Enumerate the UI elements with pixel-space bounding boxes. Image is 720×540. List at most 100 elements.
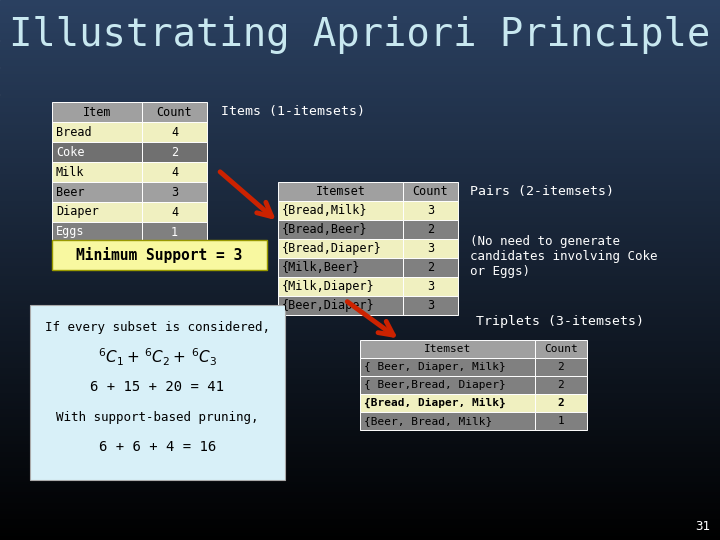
Text: {Milk,Diaper}: {Milk,Diaper} <box>282 280 374 293</box>
Bar <box>0 211 720 213</box>
Text: Minimum Support = 3: Minimum Support = 3 <box>76 247 243 263</box>
Bar <box>0 143 720 146</box>
Bar <box>142 102 207 122</box>
Bar <box>52 202 142 222</box>
Bar <box>0 278 720 281</box>
Bar <box>0 310 720 313</box>
Bar <box>0 532 720 535</box>
Bar <box>0 284 720 286</box>
Bar <box>0 429 720 432</box>
Bar <box>0 176 720 178</box>
Bar <box>0 208 720 211</box>
Text: 2: 2 <box>427 223 434 236</box>
Bar <box>52 122 142 142</box>
Text: Count: Count <box>157 105 192 118</box>
Bar <box>0 494 720 497</box>
Bar <box>0 329 720 332</box>
Text: Bread: Bread <box>56 125 91 138</box>
Bar <box>0 481 720 483</box>
Bar <box>0 86 720 89</box>
Bar <box>0 340 720 343</box>
Text: 2: 2 <box>427 261 434 274</box>
Bar <box>0 35 720 38</box>
Bar <box>0 38 720 40</box>
Bar <box>0 529 720 532</box>
Bar <box>0 5 720 8</box>
Bar <box>0 513 720 516</box>
Text: 31: 31 <box>696 519 711 532</box>
Bar <box>0 65 720 68</box>
Bar <box>0 197 720 200</box>
Bar <box>360 358 535 376</box>
Bar <box>0 389 720 392</box>
Bar <box>0 400 720 402</box>
Bar <box>0 57 720 59</box>
Text: Items (1-itemsets): Items (1-itemsets) <box>221 105 365 118</box>
Bar <box>0 246 720 248</box>
Bar <box>0 16 720 19</box>
Text: Illustrating Apriori Principle: Illustrating Apriori Principle <box>9 16 711 54</box>
Bar <box>0 526 720 529</box>
Bar <box>0 418 720 421</box>
Bar <box>0 181 720 184</box>
Bar <box>0 3 720 5</box>
Bar <box>0 432 720 435</box>
Text: { Beer, Diaper, Milk}: { Beer, Diaper, Milk} <box>364 362 505 372</box>
Bar <box>142 162 207 182</box>
Bar <box>0 184 720 186</box>
Bar <box>142 202 207 222</box>
Bar <box>0 227 720 229</box>
Bar <box>0 521 720 524</box>
Bar <box>52 222 142 242</box>
Text: Diaper: Diaper <box>56 206 99 219</box>
Bar <box>0 424 720 427</box>
Bar <box>0 103 720 105</box>
Text: 4: 4 <box>171 206 178 219</box>
Bar <box>52 240 267 270</box>
Text: 2: 2 <box>557 380 564 390</box>
Bar <box>0 313 720 316</box>
Bar <box>0 146 720 148</box>
Bar <box>0 370 720 373</box>
Text: 3: 3 <box>427 299 434 312</box>
Bar <box>30 305 285 480</box>
Bar <box>403 182 458 201</box>
Bar <box>0 30 720 32</box>
Bar <box>0 111 720 113</box>
Bar <box>0 230 720 232</box>
Text: 3: 3 <box>427 242 434 255</box>
Bar <box>0 97 720 100</box>
Bar <box>0 394 720 397</box>
Bar <box>0 354 720 356</box>
Bar <box>0 510 720 513</box>
Bar <box>0 489 720 491</box>
Bar <box>0 262 720 265</box>
Text: 2: 2 <box>171 145 178 159</box>
Bar <box>0 192 720 194</box>
Bar <box>0 240 720 243</box>
Bar <box>360 376 535 394</box>
Bar <box>142 222 207 242</box>
Bar <box>360 340 535 358</box>
Bar <box>0 224 720 227</box>
Bar <box>0 251 720 254</box>
Text: 4: 4 <box>171 125 178 138</box>
Bar <box>278 296 403 315</box>
Bar <box>0 300 720 302</box>
Bar <box>0 275 720 278</box>
Bar <box>0 46 720 49</box>
Bar <box>0 302 720 305</box>
Bar <box>0 416 720 418</box>
Bar <box>0 332 720 335</box>
Bar <box>0 205 720 208</box>
Bar <box>0 292 720 294</box>
Bar <box>0 43 720 46</box>
Text: 4: 4 <box>171 165 178 179</box>
Text: 2: 2 <box>557 398 564 408</box>
Bar <box>0 351 720 354</box>
Text: 6 + 6 + 4 = 16: 6 + 6 + 4 = 16 <box>99 440 216 454</box>
Bar <box>52 182 142 202</box>
Bar <box>0 364 720 367</box>
Bar <box>0 213 720 216</box>
Bar <box>278 239 403 258</box>
